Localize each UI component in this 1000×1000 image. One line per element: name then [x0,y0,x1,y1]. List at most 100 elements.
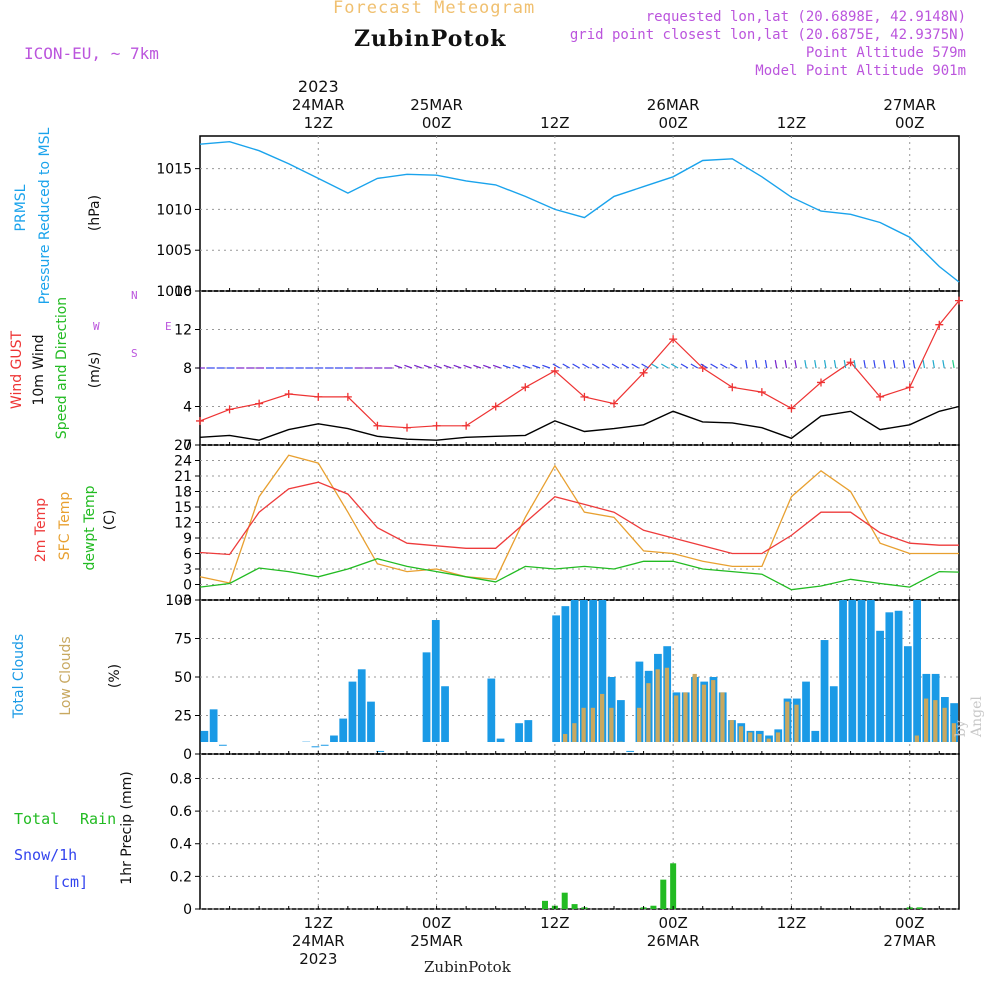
total-cloud-bar [552,615,560,742]
wind-arrow [754,360,758,369]
ytick-label: 1015 [156,162,192,178]
ytick-label: 18 [174,485,192,501]
compass-w: W [93,320,100,333]
ytick-label: 16 [174,284,192,300]
low-cloud-bar [923,698,929,742]
total-cloud-bar [376,750,385,752]
wind-arrow [572,363,580,369]
chart-title: Forecast Meteogram [333,0,536,18]
wind-arrow [443,364,452,369]
ytick-label: 12 [174,516,192,532]
wind-arrow [720,363,728,369]
ytick-label: 27 [174,438,192,454]
low-cloud-bar [646,683,651,742]
total-cloud-bar [950,703,958,742]
gust-marker [639,368,648,377]
total-cloud-bar [422,652,431,742]
wind-arrow [764,360,768,369]
ytick-label: 100 [165,593,192,609]
total-cloud-bar [367,701,375,742]
low-cloud-bar [674,695,679,742]
ytick-label: 0 [183,747,192,763]
legend-hpa: (hPa) [87,194,103,232]
wind-arrow [423,364,432,369]
gust-marker [462,421,471,430]
low-cloud-bar [683,692,688,742]
gust-marker [787,404,796,413]
wind-arrow [502,364,511,369]
wind-arrow [463,364,472,369]
compass-n: N [131,289,138,302]
wind-arrow [522,364,531,369]
wind-arrow [680,363,689,369]
wind-arrow [512,364,521,369]
wind-arrow [823,360,827,369]
total-cloud-bar [311,746,320,748]
wind-arrow [670,363,679,369]
total-cloud-bar [885,612,894,742]
total-cloud-bar [524,720,533,742]
wind-arrow [582,363,590,369]
legend-dewpt: dewpt Temp [82,485,98,571]
wind-arrow [784,360,788,369]
total-cloud-bar [561,606,570,742]
panel-grids [200,136,959,910]
requested-location: requested lon,lat (20.6898E, 42.9148N) [645,9,966,25]
gust-marker [284,389,293,398]
ytick-label: 0.6 [170,804,192,820]
wind-arrow [532,364,541,369]
low-cloud-bar [748,732,753,742]
total-cloud-bar [200,730,209,742]
wind-arrow [883,360,886,369]
total-cloud-bar [802,681,810,742]
watermark: by Angel [953,696,985,737]
wind-arrow [591,363,600,369]
ytick-label: 1000 [156,284,192,300]
ytick-label: 25 [174,709,192,725]
ytick-label: 6 [183,547,192,563]
total-cloud-bar [903,646,912,742]
total-cloud-bar [219,744,227,746]
total-cloud-bar [496,738,505,742]
top-time-label: 12Z [777,114,806,132]
wind-arrow [601,363,610,369]
total-cloud-bar [348,681,357,742]
wind-arrow [621,363,630,369]
footer-station: ZubinPotok [424,958,511,976]
bottom-time-label: 12Z [777,914,806,932]
wind-arrow [641,363,649,369]
total-cloud-bar [598,600,607,742]
wind-arrow [833,360,837,369]
ytick-label: -3 [178,593,192,609]
low-cloud-bar [775,732,781,742]
low-cloud-bar [933,700,938,742]
ytick-label: 8 [183,361,192,377]
legend-ms: (m/s) [87,351,103,389]
total-cloud-bar [876,630,884,742]
total-cloud-bar [635,661,644,742]
wind-arrow [804,360,807,369]
wind-arrow [562,363,570,369]
top-time-label: 27MAR [883,96,936,114]
gust-marker [580,392,589,401]
low-cloud-bar [785,701,790,742]
gust-marker [521,383,530,392]
gust-marker [550,366,559,375]
low-cloud-bar [914,735,919,742]
legend-pressure-msl: Pressure Reduced to MSL [37,127,53,305]
ytick-label: 50 [174,670,192,686]
wind-arrow [774,360,778,369]
rain-bar [660,879,667,909]
gust-marker [846,358,855,367]
top-time-label: 00Z [895,114,924,132]
total-cloud-bar [320,744,329,746]
gust-marker [255,399,264,408]
wind-arrow [414,364,422,369]
gust-marker [343,392,352,401]
wind-arrow [473,364,482,369]
total-cloud-bar [330,735,338,742]
legend-percent: (%) [107,663,123,689]
gust-marker [491,402,500,411]
wind-arrow [843,360,847,369]
